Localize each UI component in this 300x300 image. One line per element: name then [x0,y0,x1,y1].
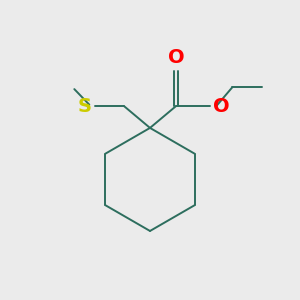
Text: O: O [168,48,184,67]
Text: O: O [213,97,230,116]
Text: S: S [78,97,92,116]
